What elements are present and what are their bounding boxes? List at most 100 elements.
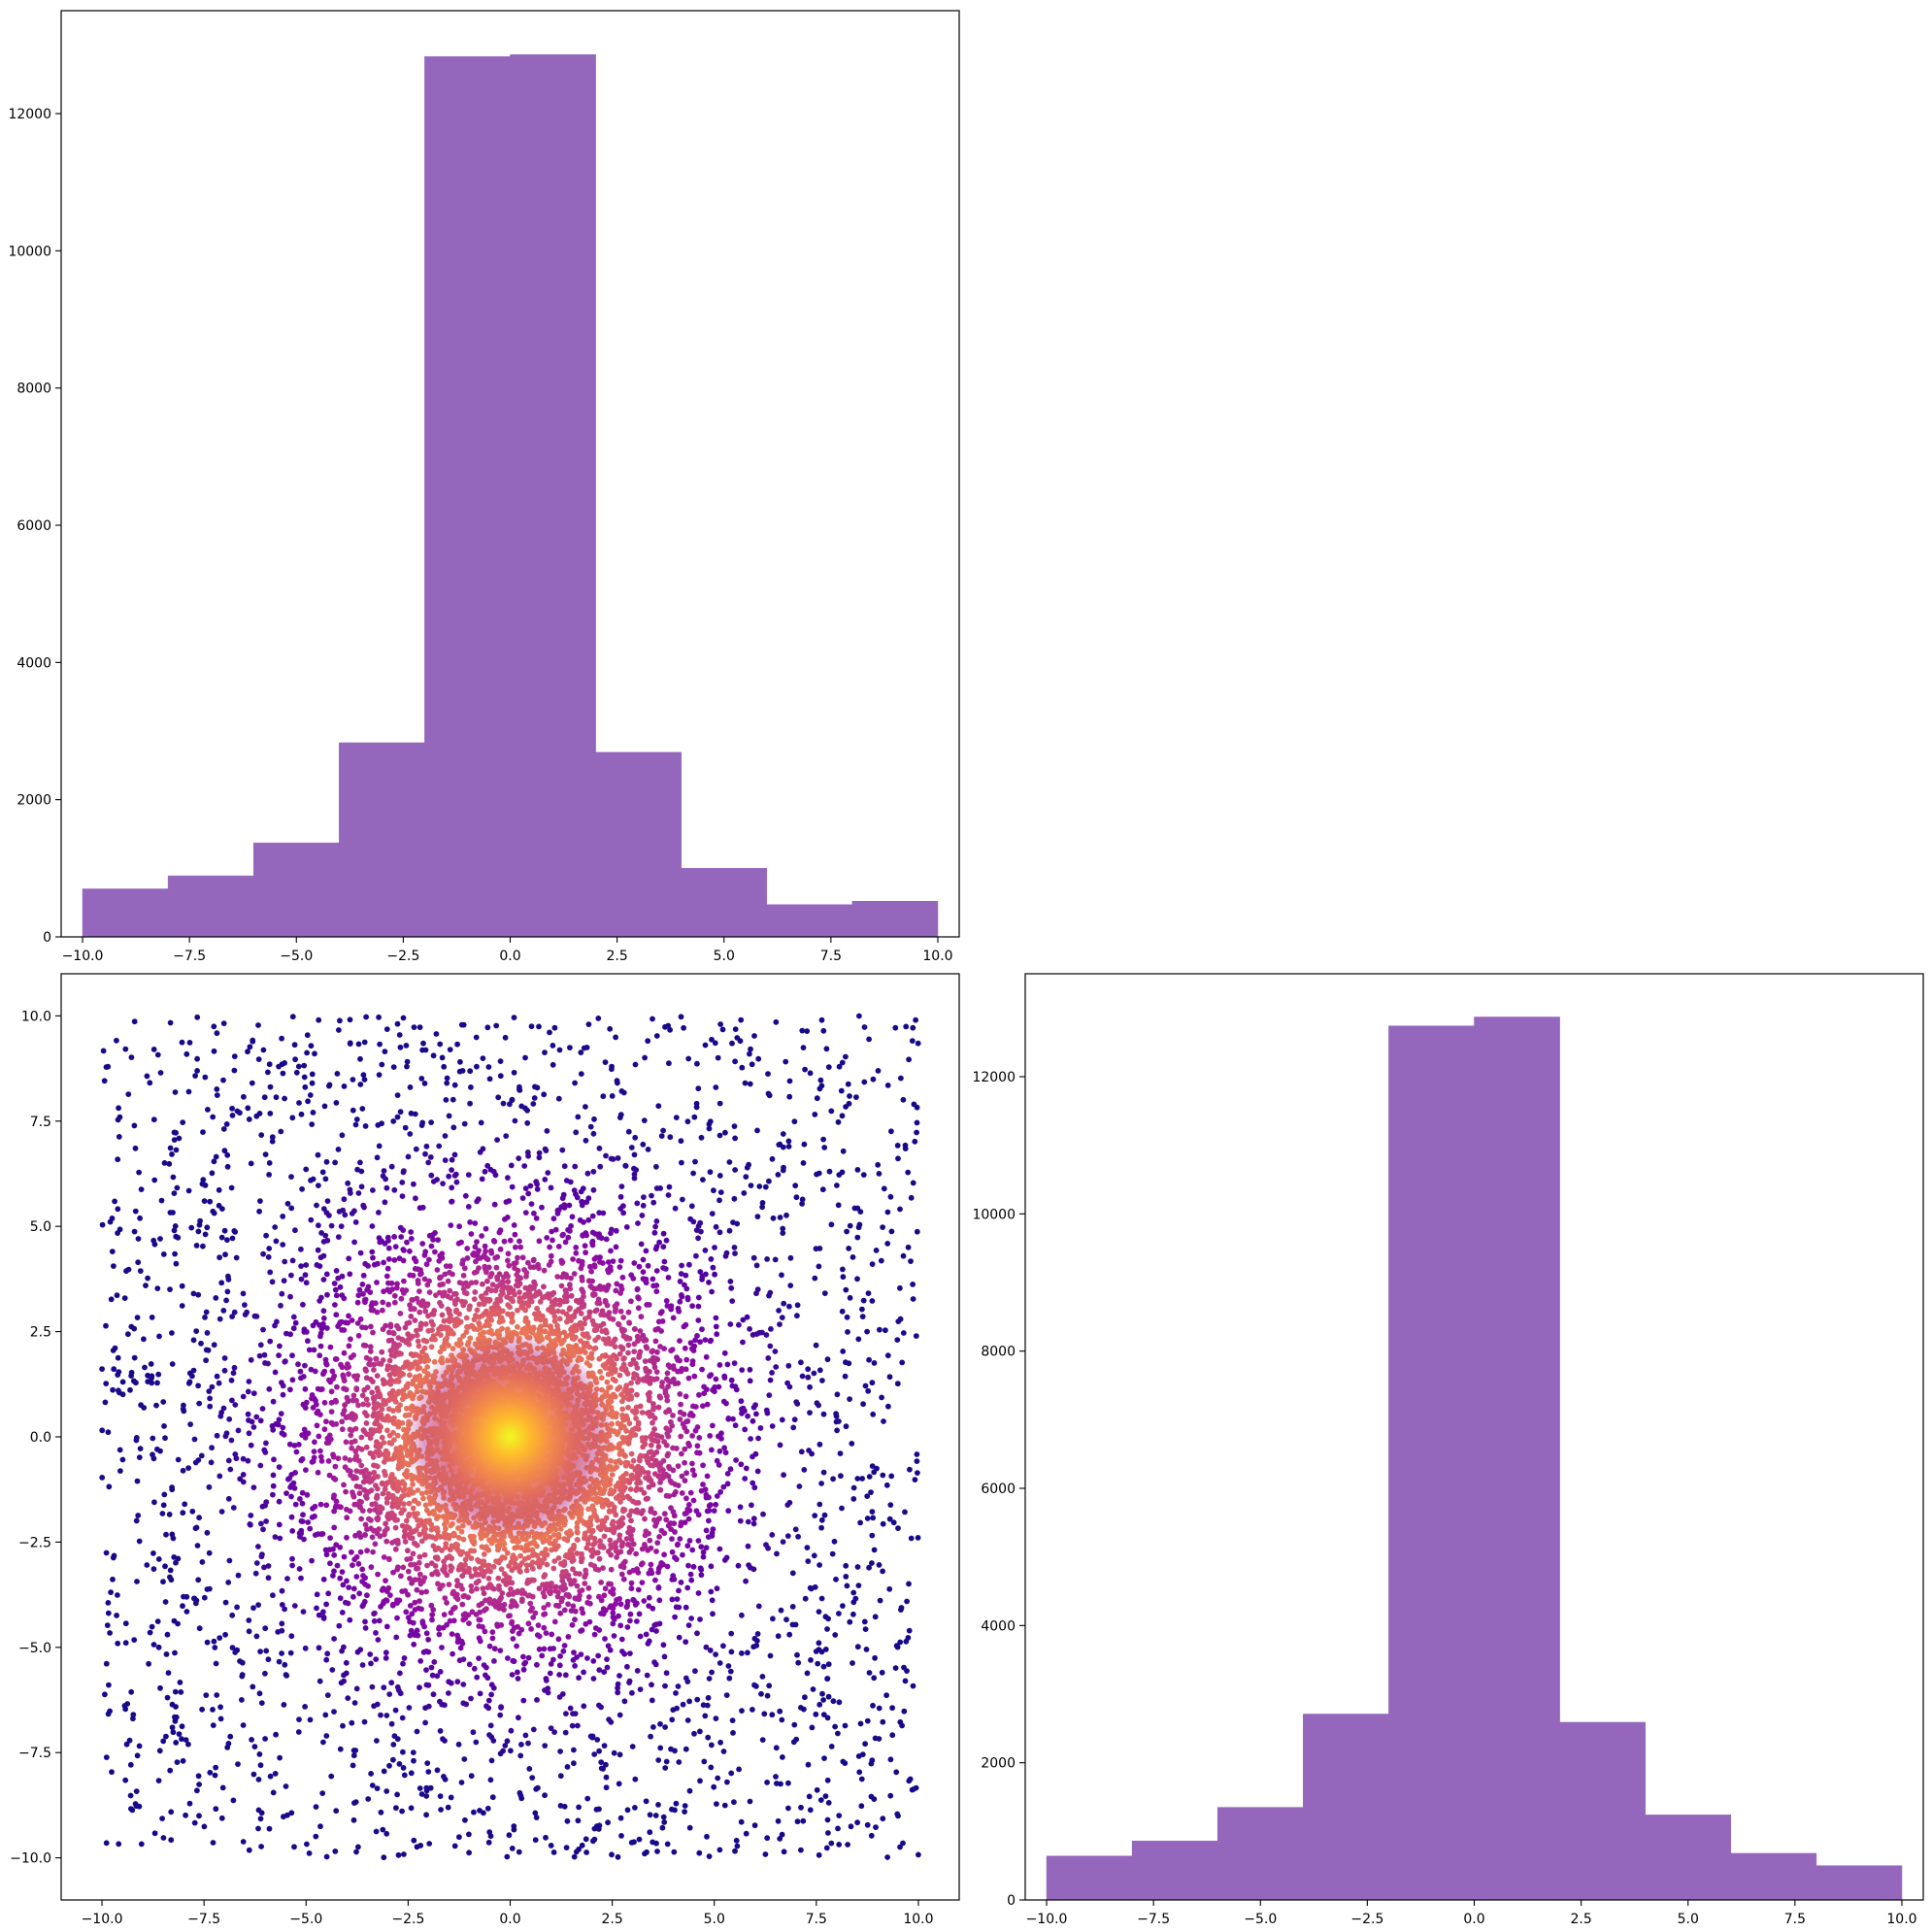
scatter-point — [266, 1160, 273, 1166]
scatter-point — [884, 1352, 891, 1359]
scatter-point — [617, 1601, 624, 1608]
scatter-point — [829, 1550, 836, 1557]
scatter-point — [783, 1616, 789, 1623]
scatter-point — [880, 1815, 886, 1822]
scatter-point — [646, 1594, 652, 1601]
scatter-point — [567, 1179, 574, 1185]
top-histogram-panel: −10.0 −7.5 −5.0 −2.5 0.0 2.5 5.0 7.5 10.00200040… — [8, 10, 960, 964]
scatter-point — [705, 1734, 712, 1741]
scatter-point — [383, 1499, 390, 1506]
scatter-point — [373, 1355, 380, 1362]
scatter-point — [854, 1564, 861, 1570]
scatter-point — [833, 1418, 840, 1425]
scatter-point — [515, 1282, 521, 1289]
scatter-point — [516, 1289, 522, 1295]
scatter-point — [680, 1420, 686, 1427]
scatter-point — [908, 1258, 914, 1264]
scatter-point — [462, 1611, 468, 1617]
scatter-point — [386, 1691, 393, 1697]
scatter-point — [409, 1535, 416, 1542]
scatter-point — [353, 1849, 359, 1855]
scatter-point — [714, 1457, 720, 1464]
scatter-point — [308, 1043, 315, 1049]
scatter-point — [604, 1302, 611, 1309]
scatter-point — [428, 1344, 435, 1350]
scatter-point — [324, 1325, 330, 1331]
scatter-point — [510, 1636, 516, 1642]
scatter-point — [312, 1050, 317, 1057]
scatter-point — [151, 1499, 157, 1506]
scatter-point — [793, 1399, 800, 1405]
scatter-point — [704, 1702, 711, 1709]
scatter-point — [169, 1330, 175, 1336]
scatter-point — [461, 1756, 468, 1762]
scatter-point — [532, 1610, 539, 1616]
scatter-point — [416, 1024, 423, 1030]
scatter-point — [616, 1320, 621, 1327]
scatter-point — [834, 1391, 841, 1398]
scatter-point — [324, 1650, 331, 1657]
scatter-point — [333, 1498, 340, 1505]
scatter-point — [639, 1546, 646, 1552]
scatter-point — [683, 1356, 690, 1363]
scatter-point — [376, 1210, 382, 1216]
scatter-point — [475, 1556, 481, 1563]
scatter-point — [532, 1810, 539, 1816]
scatter-point — [793, 1194, 800, 1201]
scatter-point — [728, 1377, 735, 1383]
scatter-point — [323, 1418, 329, 1425]
scatter-point — [706, 1125, 713, 1132]
scatter-point — [368, 1517, 374, 1523]
scatter-point — [473, 1280, 480, 1285]
scatter-point — [305, 1519, 312, 1525]
scatter-point — [221, 1148, 228, 1154]
scatter-point — [750, 1516, 757, 1522]
scatter-point — [183, 1593, 190, 1600]
scatter-point — [854, 1276, 860, 1282]
scatter-point — [684, 1118, 691, 1125]
scatter-point — [668, 1505, 674, 1512]
scatter-point — [686, 1787, 693, 1794]
scatter-point — [214, 1086, 220, 1092]
scatter-point — [828, 1840, 835, 1847]
scatter-point — [580, 1232, 586, 1239]
scatter-point — [230, 1505, 237, 1511]
scatter-point — [175, 1456, 182, 1463]
scatter-point — [563, 1845, 570, 1850]
scatter-point — [914, 1458, 920, 1464]
scatter-point — [150, 1047, 157, 1052]
scatter-point — [551, 1024, 558, 1031]
scatter-point — [542, 1611, 549, 1617]
scatter-point — [353, 1376, 360, 1382]
scatter-point — [879, 1394, 884, 1401]
hist-top-bar — [681, 868, 768, 938]
scatter-point — [516, 1789, 523, 1796]
scatter-point — [256, 1751, 263, 1757]
scatter-point — [473, 1258, 479, 1265]
scatter-point — [851, 1205, 858, 1212]
scatter-point — [762, 1183, 769, 1190]
scatter-point — [456, 1834, 462, 1841]
scatter-point — [265, 1360, 271, 1367]
scatter-point — [359, 1282, 366, 1287]
scatter-point — [359, 1392, 366, 1399]
scatter-point — [331, 1373, 338, 1380]
scatter-point — [191, 1819, 198, 1826]
scatter-point — [362, 1575, 368, 1582]
scatter-point — [361, 1204, 367, 1211]
scatter-point — [864, 1328, 870, 1335]
scatter-point — [198, 1340, 204, 1347]
scatter-point — [731, 1360, 738, 1366]
scatter-point — [571, 1747, 577, 1753]
scatter-point — [520, 1653, 526, 1660]
scatter-point — [536, 1557, 543, 1563]
scatter-point — [678, 1014, 684, 1020]
scatter-point — [368, 1660, 374, 1667]
scatter-point — [355, 1041, 362, 1048]
scatter-point — [447, 1553, 452, 1559]
scatter-point — [374, 1738, 380, 1744]
scatter-point — [499, 1554, 506, 1560]
scatter-point — [620, 1333, 627, 1340]
scatter-point — [350, 1752, 357, 1759]
scatter-point — [471, 1316, 478, 1323]
